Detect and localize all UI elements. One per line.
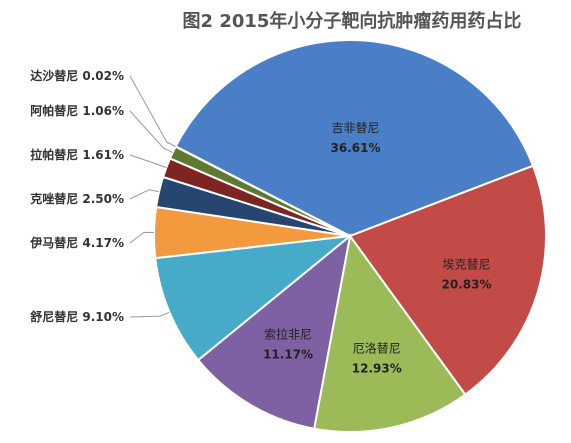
slice-2-value-label: 20.83% [442, 278, 492, 292]
slice-7-label: 克唑替尼 2.50% [30, 191, 124, 206]
slice-9-leader-line [129, 110, 173, 153]
slice-10-leader-line [129, 75, 176, 147]
slice-10-label: 达沙替尼 0.02% [30, 68, 124, 83]
slice-2 [348, 164, 547, 396]
chart-title: 图2 2015年小分子靶向抗肿瘤药用药占比 [183, 10, 522, 32]
slice-1 [174, 39, 535, 238]
slice-4 [196, 233, 352, 430]
slice-3-value-label: 12.93% [352, 362, 402, 376]
slice-7-leader-line [129, 189, 160, 200]
slice-6-label: 伊马替尼 4.17% [29, 235, 124, 250]
slice-1-name-label: 吉非替尼 [332, 121, 380, 135]
slice-5-leader-line [129, 311, 170, 318]
slice-9-label: 阿帕替尼 1.06% [30, 103, 124, 118]
slice-4-value-label: 11.17% [263, 348, 313, 362]
slice-6-leader-line [129, 231, 155, 244]
slice-1-value-label: 36.61% [331, 141, 381, 155]
slice-4-name-label: 索拉非尼 [264, 327, 312, 342]
slice-5-label: 舒尼替尼 9.10% [29, 309, 124, 324]
slice-8-label: 拉帕替尼 1.61% [30, 147, 124, 162]
slice-2-name-label: 埃克替尼 [443, 258, 491, 272]
slice-8-leader-line [129, 154, 167, 169]
slice-3 [312, 233, 467, 433]
slice-3-name-label: 厄洛替尼 [353, 341, 401, 356]
